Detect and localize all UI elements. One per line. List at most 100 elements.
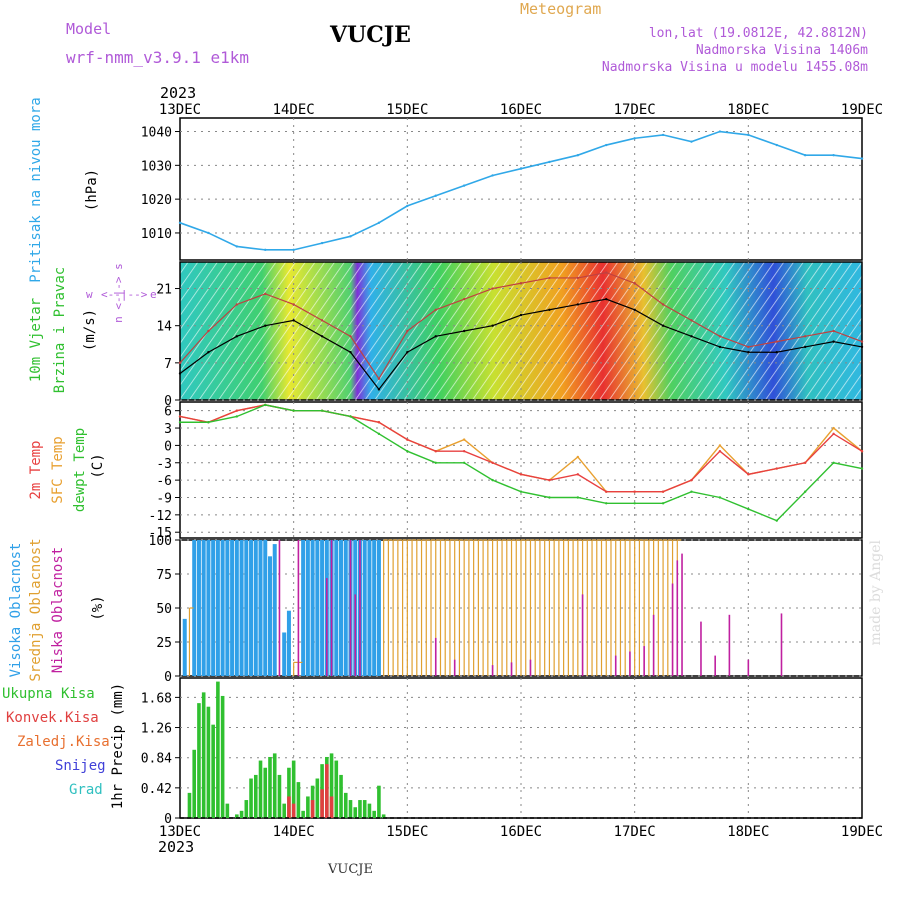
temp-2m-line-point (832, 432, 835, 436)
dewpt-temp-line-point (462, 461, 466, 464)
precip-bar-conv (291, 803, 296, 818)
pressure-line-point (747, 133, 750, 137)
cloud-bar-low (434, 637, 437, 676)
xtick-label-bottom: 14DEC (273, 824, 315, 840)
cloud-bar-high (211, 540, 216, 676)
dewpt-temp-line-point (264, 403, 267, 407)
temp-units: (C) (90, 453, 106, 478)
temp-2m-line-point (576, 473, 580, 476)
pressure-line-point (548, 160, 551, 164)
cloud-bar-high (220, 540, 225, 676)
elevation-text: Nadmorska Visina 1406m (695, 43, 868, 58)
pressure-ylabel: Pritisak na nivou mora (28, 97, 44, 282)
pressure-line-point (264, 248, 267, 252)
precip-bar-total (197, 703, 201, 818)
pressure-line-point (349, 235, 352, 238)
wind-gust-line-point (519, 282, 523, 285)
xtick-label-top: 19DEC (841, 102, 883, 118)
temp-2m-line-point (235, 409, 239, 412)
ytick-label: 1020 (141, 193, 172, 208)
cloud-bar-low (510, 662, 513, 676)
temp-2m-line-point (718, 449, 722, 453)
precip-bar-conv (325, 764, 329, 818)
wind-speed-line-point (718, 345, 722, 349)
cloud-bar-low (354, 594, 357, 676)
cloud-bar-high (272, 544, 277, 676)
cloud-bar-low (326, 578, 328, 676)
cloud-bar-high (239, 540, 244, 676)
low-cloud-label: Niska Oblacnost (50, 547, 66, 673)
dewpt-temp-line-point (320, 409, 324, 412)
wind-speed-line-point (406, 351, 409, 354)
precip-bar-total (239, 810, 244, 818)
dewpt-temp-line-point (747, 507, 750, 511)
cloud-bar-high (310, 540, 315, 676)
cloud-bar-low (671, 583, 674, 676)
wind-gust-line-point (491, 287, 494, 290)
wind-gust-line-point (548, 276, 551, 280)
precip-bar-total (367, 803, 372, 818)
ytick-label: 0.42 (141, 782, 172, 797)
wind-ylabel: 10m Vjetar (28, 298, 44, 382)
cloud-bar-low (278, 540, 281, 676)
temp-2m-line-point (605, 490, 608, 493)
wind-gust-line-point (690, 319, 693, 322)
temp-2m-line-point (462, 449, 466, 453)
dewpt-temp-line-point (718, 496, 722, 499)
wind-gust-line-point (406, 329, 409, 333)
precip-bar-total (372, 810, 376, 818)
dewpt-temp-line-point (633, 502, 636, 505)
wind-speed-line-point (803, 345, 807, 349)
cloud-bar-high (249, 540, 254, 676)
wind-speed-line-point (235, 335, 239, 338)
dewpt-temp-line-point (775, 519, 778, 522)
wind-speed-line-point (860, 345, 864, 349)
wind-gust-line-point (747, 345, 750, 349)
ytick-label: -9 (156, 491, 172, 506)
wind-speed-line-point (320, 335, 324, 338)
wind-speed-line-point (292, 319, 295, 322)
cloud-bar-low (652, 614, 655, 676)
ytick-label: 0 (164, 394, 172, 409)
pressure-line-point (292, 248, 295, 252)
wind-ylabel-2: Brzina i Pravac (52, 267, 68, 393)
model-elevation-text: Nadmorska Visina u modelu 1455.08m (601, 60, 868, 75)
ytick-label: 0 (164, 812, 172, 827)
precip-bar-total (306, 796, 310, 818)
dewpt-temp-line-point (548, 496, 551, 499)
meteogram-title: Meteogram (520, 0, 602, 18)
precip-bar-conv (310, 800, 315, 818)
wind-speed-line-point (178, 372, 182, 375)
wind-gust-line-point (264, 292, 267, 296)
pressure-line-point (406, 204, 409, 208)
temp-2m-line-point (661, 490, 665, 493)
precip-bar-total (339, 774, 343, 818)
temp-2m-line-point (406, 438, 409, 441)
cloud-bar-low (643, 646, 645, 676)
wind-speed-line-point (434, 335, 437, 338)
pressure-line-point (207, 231, 210, 235)
ytick-label: -12 (149, 509, 172, 524)
xtick-label-bottom: 18DEC (727, 824, 769, 840)
cloud-bar-low (728, 614, 731, 676)
wind-units: (m/s) (82, 309, 98, 351)
wind-speed-line-point (519, 313, 523, 317)
ytick-label: -3 (156, 457, 172, 472)
temp-2m-line-point (178, 415, 182, 418)
pressure-line-point (178, 221, 182, 225)
precip-bar-total (201, 692, 206, 818)
wind-speed-line-point (690, 335, 693, 338)
cloud-units: (%) (90, 595, 106, 620)
xtick-label-bottom: 15DEC (386, 824, 428, 840)
xtick-label-bottom: 13DEC (159, 824, 201, 840)
cloud-bar-high (315, 540, 320, 676)
pressure-line-point (605, 143, 608, 147)
high-cloud-label: Visoka Oblacnost (8, 543, 24, 678)
precip-bar-total (244, 800, 249, 818)
precip-bar-total (348, 800, 353, 818)
precip-legend-item: Zaledj.Kisa (17, 734, 110, 750)
cloud-bar-high (362, 540, 367, 676)
pressure-line-point (860, 157, 864, 160)
sfc-temp-line-point (462, 438, 466, 441)
compass-e: e (150, 288, 157, 301)
